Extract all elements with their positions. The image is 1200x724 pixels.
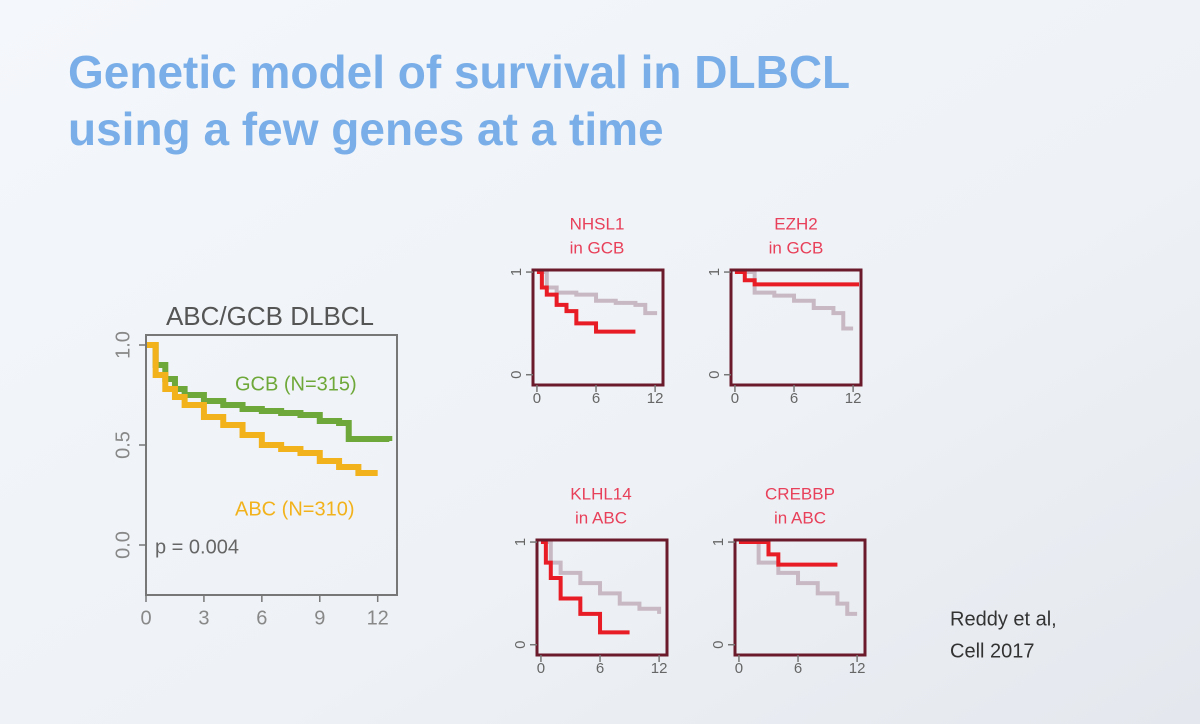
annotation: p = 0.004 (155, 536, 239, 558)
chart-title: in GCB (769, 238, 824, 257)
x-tick-label: 12 (651, 660, 668, 677)
x-tick-label: 0 (731, 390, 739, 407)
plot-frame (729, 268, 863, 387)
citation: Cell 2017 (950, 640, 1035, 662)
chart-title: ABC/GCB DLBCL (166, 301, 374, 331)
slide-title: Genetic model of survival in DLBCL (68, 46, 850, 98)
series-label: GCB (N=315) (235, 373, 357, 395)
x-tick-label: 6 (794, 660, 802, 677)
chart-title: in ABC (774, 508, 826, 527)
chart-title: CREBBP (765, 484, 835, 503)
y-tick-label: 0.5 (112, 431, 134, 459)
x-tick-label: 6 (790, 390, 798, 407)
x-tick-label: 0 (140, 607, 151, 629)
plot-frame (535, 538, 669, 657)
y-tick-label: 1 (512, 538, 529, 546)
x-tick-label: 6 (592, 390, 600, 407)
plot-frame (145, 334, 398, 596)
x-tick-label: 0 (533, 390, 541, 407)
series-label: ABC (N=310) (235, 498, 355, 520)
survival-curve (738, 540, 838, 567)
citation: Reddy et al, (950, 608, 1057, 630)
plot-frame (733, 538, 867, 657)
survival-curve (540, 540, 630, 635)
y-tick-label: 0 (710, 641, 727, 649)
x-tick-label: 0 (735, 660, 743, 677)
x-tick-label: 12 (367, 607, 389, 629)
survival-curve (536, 270, 636, 334)
x-tick-label: 6 (256, 607, 267, 629)
y-tick-label: 1 (508, 268, 525, 276)
chart-title: in ABC (575, 508, 627, 527)
x-tick-label: 12 (845, 390, 862, 407)
x-tick-label: 0 (537, 660, 545, 677)
survival-curve (540, 540, 662, 614)
x-tick-label: 9 (314, 607, 325, 629)
x-tick-label: 12 (647, 390, 664, 407)
survival-curve (738, 540, 858, 616)
slide-title: using a few genes at a time (68, 103, 664, 155)
chart-title: KLHL14 (570, 484, 631, 503)
chart-title: in GCB (570, 238, 625, 257)
survival-curve (146, 342, 378, 476)
survival-curve (146, 342, 393, 442)
x-tick-label: 3 (198, 607, 209, 629)
y-tick-label: 1 (710, 538, 727, 546)
chart-title: EZH2 (774, 214, 817, 233)
x-tick-label: 12 (849, 660, 866, 677)
y-tick-label: 0 (508, 371, 525, 379)
chart-title: NHSL1 (570, 214, 625, 233)
survival-curve (734, 270, 860, 287)
survival-curve (734, 270, 854, 331)
survival-curve (536, 270, 658, 316)
x-tick-label: 6 (596, 660, 604, 677)
plot-frame (531, 268, 665, 387)
y-tick-label: 0 (706, 371, 723, 379)
y-tick-label: 0.0 (112, 531, 134, 559)
y-tick-label: 1 (706, 268, 723, 276)
y-tick-label: 0 (512, 641, 529, 649)
y-tick-label: 1.0 (112, 331, 134, 359)
